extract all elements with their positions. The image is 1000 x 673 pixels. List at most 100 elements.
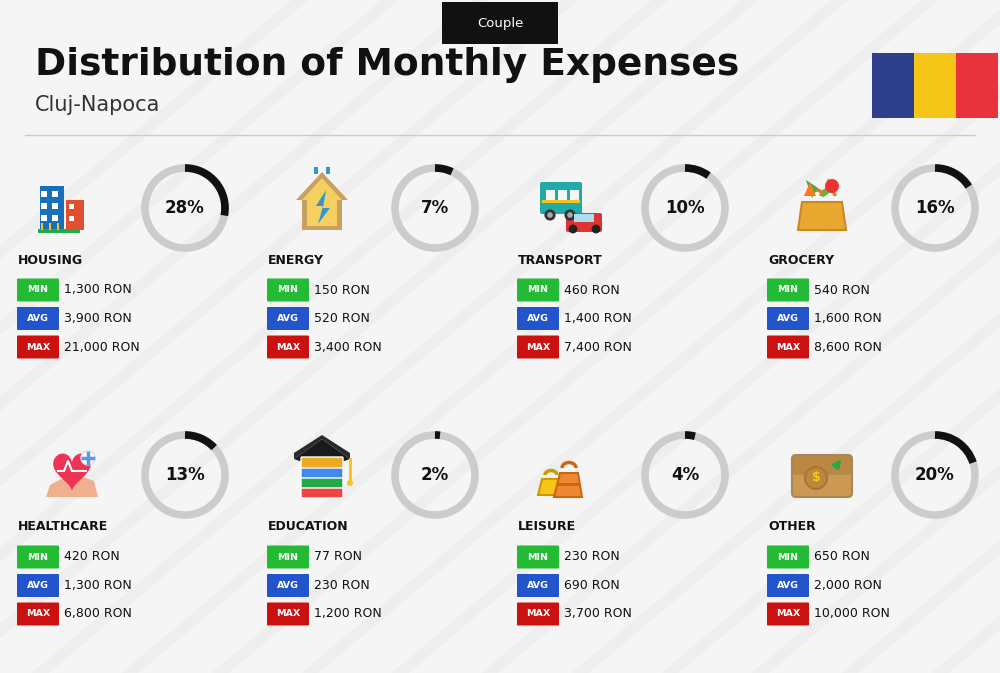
Text: $: $ [812,470,820,483]
FancyBboxPatch shape [566,213,602,232]
FancyBboxPatch shape [767,336,809,359]
Polygon shape [798,202,846,230]
FancyBboxPatch shape [301,477,343,488]
Text: AVG: AVG [27,581,49,590]
FancyBboxPatch shape [267,307,309,330]
Text: MIN: MIN [28,285,48,295]
FancyBboxPatch shape [792,455,852,497]
FancyBboxPatch shape [540,182,582,214]
Circle shape [544,209,556,221]
FancyBboxPatch shape [558,483,580,486]
Text: HOUSING: HOUSING [18,254,83,267]
Text: MAX: MAX [776,343,800,351]
FancyBboxPatch shape [52,191,58,197]
Text: Couple: Couple [477,17,523,30]
Text: 1,300 RON: 1,300 RON [64,579,132,592]
FancyBboxPatch shape [574,214,594,222]
Polygon shape [294,435,350,459]
FancyBboxPatch shape [546,190,555,200]
Text: 6,800 RON: 6,800 RON [64,608,132,621]
FancyBboxPatch shape [69,204,74,209]
FancyBboxPatch shape [301,467,343,478]
FancyBboxPatch shape [956,53,998,118]
Polygon shape [302,178,342,226]
Text: 10,000 RON: 10,000 RON [814,608,890,621]
FancyBboxPatch shape [40,186,64,230]
Text: 8,600 RON: 8,600 RON [814,341,882,353]
FancyBboxPatch shape [517,307,559,330]
Text: Distribution of Monthly Expenses: Distribution of Monthly Expenses [35,47,739,83]
FancyBboxPatch shape [517,336,559,359]
Text: 540 RON: 540 RON [814,283,870,297]
FancyBboxPatch shape [17,279,59,302]
Text: MIN: MIN [278,285,299,295]
FancyBboxPatch shape [517,546,559,569]
FancyBboxPatch shape [914,53,956,118]
Polygon shape [538,479,562,495]
Text: 520 RON: 520 RON [314,312,370,325]
Polygon shape [822,178,834,198]
FancyBboxPatch shape [267,574,309,597]
Circle shape [805,467,827,489]
FancyBboxPatch shape [767,307,809,330]
Polygon shape [806,180,818,198]
Text: 16%: 16% [915,199,955,217]
Circle shape [81,451,95,465]
Text: AVG: AVG [27,314,49,323]
Text: MAX: MAX [276,610,300,618]
Text: 690 RON: 690 RON [564,579,620,592]
Text: 21,000 RON: 21,000 RON [64,341,140,353]
Circle shape [592,225,600,234]
Circle shape [569,225,577,234]
FancyBboxPatch shape [558,190,567,200]
Text: 1,600 RON: 1,600 RON [814,312,882,325]
FancyBboxPatch shape [442,2,558,44]
Text: AVG: AVG [777,314,799,323]
FancyBboxPatch shape [66,200,84,230]
FancyBboxPatch shape [314,167,318,174]
Text: ENERGY: ENERGY [268,254,324,267]
FancyBboxPatch shape [517,279,559,302]
Circle shape [347,480,353,486]
Text: AVG: AVG [277,314,299,323]
Text: GROCERY: GROCERY [768,254,834,267]
Text: 150 RON: 150 RON [314,283,370,297]
Text: 2%: 2% [421,466,449,484]
FancyBboxPatch shape [41,203,47,209]
FancyBboxPatch shape [517,602,559,625]
Text: HEALTHCARE: HEALTHCARE [18,520,108,534]
FancyBboxPatch shape [57,223,59,230]
FancyBboxPatch shape [767,574,809,597]
Text: AVG: AVG [527,581,549,590]
Polygon shape [46,473,98,497]
FancyBboxPatch shape [38,229,80,233]
FancyBboxPatch shape [793,456,851,474]
Polygon shape [296,172,348,230]
Text: MIN: MIN [278,553,299,561]
Circle shape [547,212,553,218]
FancyBboxPatch shape [17,336,59,359]
Text: MAX: MAX [276,343,300,351]
Text: MIN: MIN [28,553,48,561]
FancyBboxPatch shape [267,602,309,625]
Text: 20%: 20% [915,466,955,484]
Text: 3,700 RON: 3,700 RON [564,608,632,621]
FancyBboxPatch shape [767,279,809,302]
Text: 2,000 RON: 2,000 RON [814,579,882,592]
Text: AVG: AVG [527,314,549,323]
Circle shape [564,209,576,221]
FancyBboxPatch shape [767,602,809,625]
Text: 28%: 28% [165,199,205,217]
Polygon shape [294,439,350,469]
FancyBboxPatch shape [52,203,58,209]
Text: AVG: AVG [277,581,299,590]
Text: 7%: 7% [421,199,449,217]
Text: TRANSPORT: TRANSPORT [518,254,603,267]
Text: 3,900 RON: 3,900 RON [64,312,132,325]
Text: 1,300 RON: 1,300 RON [64,283,132,297]
Text: Cluj-Napoca: Cluj-Napoca [35,95,160,115]
Polygon shape [804,182,816,196]
FancyBboxPatch shape [267,279,309,302]
FancyBboxPatch shape [570,190,579,200]
Text: MAX: MAX [526,343,550,351]
